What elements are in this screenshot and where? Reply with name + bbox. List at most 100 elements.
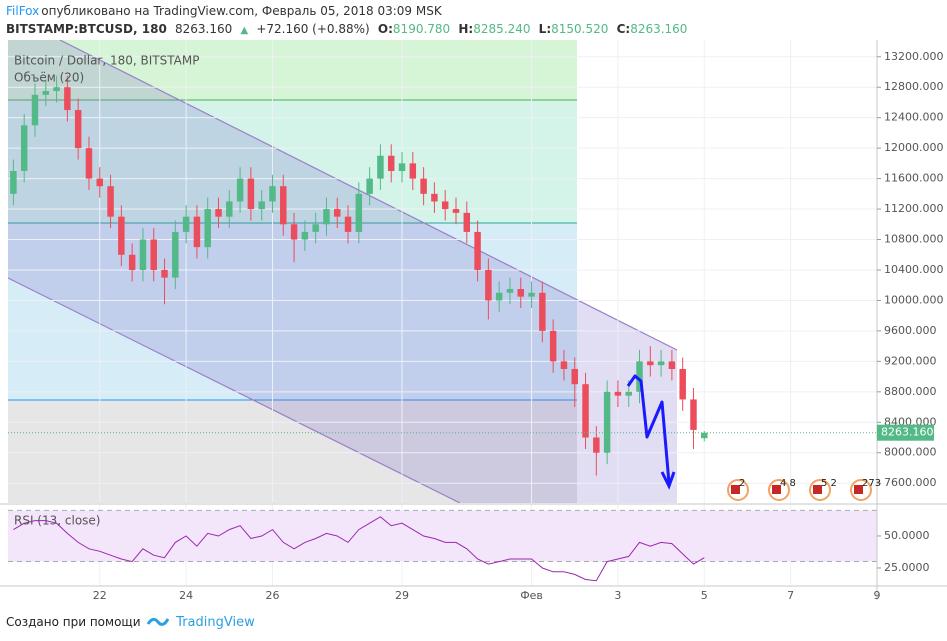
marks — [8, 75, 877, 476]
candle-body — [549, 330, 557, 362]
brand[interactable]: TradingView — [176, 615, 255, 630]
candle-body — [150, 239, 157, 270]
candle-body — [377, 155, 384, 179]
candle-body — [420, 178, 427, 194]
candle-body — [96, 178, 103, 187]
y-tick-label: 12800.000 — [884, 80, 944, 93]
l-label: L: — [538, 22, 552, 36]
x-tick-label: 26 — [265, 589, 279, 602]
header-line-1: FilFox опубликовано на TradingView.com, Ф… — [6, 4, 446, 18]
zone — [8, 100, 577, 223]
footer: Создано при помощи TradingView — [6, 612, 255, 630]
candle-body — [679, 368, 686, 400]
zone — [8, 40, 577, 100]
candle-body — [495, 292, 503, 301]
y-tick-label: 8800.000 — [884, 385, 937, 398]
y-tick-label: 9200.000 — [884, 354, 937, 367]
candle-body — [582, 384, 589, 438]
x-tick-label: 22 — [93, 589, 107, 602]
x-tick-label: 29 — [395, 589, 409, 602]
candle-body — [118, 216, 125, 255]
chart: Bitcoin / Dollar, 180, BITSTAMP Объём (2… — [0, 40, 947, 602]
event-label: 2 — [739, 478, 745, 489]
candle-body — [593, 437, 600, 453]
candle-body — [517, 289, 525, 297]
y-tick-label: 11600.000 — [884, 172, 944, 185]
zone — [8, 400, 577, 503]
candle-body — [701, 432, 708, 439]
candle-body — [193, 216, 201, 248]
candle-body — [636, 361, 643, 392]
h-value: 8285.240 — [473, 22, 531, 36]
candle-body — [280, 186, 287, 225]
candle-body — [161, 269, 168, 278]
candle-body — [614, 391, 622, 396]
y-tick-label: 25.0000 — [884, 561, 930, 574]
drawings — [8, 40, 678, 503]
channel-line — [8, 277, 461, 503]
candle-body — [603, 391, 611, 453]
candle-body — [204, 209, 211, 248]
candle-body — [355, 193, 363, 232]
event-flag — [813, 485, 822, 494]
l-value: 8150.520 — [551, 22, 609, 36]
tv-logo — [147, 617, 170, 626]
rsi-band — [8, 510, 877, 562]
event-label: 5 2 — [821, 478, 837, 489]
candle-body — [10, 170, 17, 194]
event-flag — [772, 485, 781, 494]
header-line-2: BITSTAMP:BTCUSD, 180 8263.160 ▲ +72.160 … — [6, 22, 691, 36]
candle-body — [128, 254, 136, 270]
event-flag — [854, 485, 863, 494]
candle-body — [506, 289, 514, 293]
candle-body — [474, 231, 481, 270]
candle-body — [463, 212, 471, 232]
grid — [8, 40, 878, 586]
y-tick-label: 10400.000 — [884, 263, 944, 276]
candle-body — [452, 209, 460, 213]
y-tick-label: 12000.000 — [884, 141, 944, 154]
candle-body — [657, 361, 665, 366]
candle-body — [323, 209, 330, 225]
candle-body — [85, 148, 93, 179]
published: опубликовано на TradingView.com, Февраль… — [41, 4, 442, 18]
last-price-label: 8263.160 — [881, 426, 934, 439]
candle-body — [485, 269, 492, 301]
event-label: 273 — [862, 478, 881, 489]
y-tick-label: 10800.000 — [884, 233, 944, 246]
symbol: BITSTAMP:BTCUSD, 180 — [6, 22, 167, 36]
candle-body — [74, 110, 82, 149]
candle-body — [387, 155, 395, 171]
arrow-head — [660, 471, 676, 490]
candle-body — [539, 292, 546, 331]
candle-body — [625, 391, 632, 396]
candle-body — [571, 368, 578, 385]
candle-body — [42, 91, 50, 95]
candle-body — [182, 216, 190, 232]
x-tick-label: 24 — [179, 589, 193, 602]
rsi-line — [13, 516, 705, 582]
y-tick-label: 9600.000 — [884, 324, 937, 337]
volume-label: Объём (20) — [14, 71, 84, 85]
x-tick-label: 3 — [614, 589, 621, 602]
y-tick-label: 10000.000 — [884, 293, 944, 306]
made-with: Создано при помощи — [6, 615, 141, 629]
candle-body — [560, 361, 568, 369]
y-tick-label: 50.0000 — [884, 529, 930, 542]
candle-body — [366, 178, 373, 194]
candle-body — [258, 201, 265, 210]
candle-body — [215, 209, 222, 217]
candle-body — [441, 201, 449, 210]
candle-body — [53, 87, 60, 92]
candle-body — [301, 231, 309, 240]
c-label: C: — [616, 22, 631, 36]
event-label: 4 8 — [780, 478, 796, 489]
author: FilFox — [6, 4, 40, 18]
candle-body — [20, 125, 28, 171]
candle-body — [668, 361, 676, 369]
price: 8263.160 — [174, 22, 233, 36]
candle-body — [226, 201, 233, 217]
chart-title: Bitcoin / Dollar, 180, BITSTAMP — [14, 54, 199, 68]
change: +72.160 (+0.88%) — [256, 22, 370, 36]
